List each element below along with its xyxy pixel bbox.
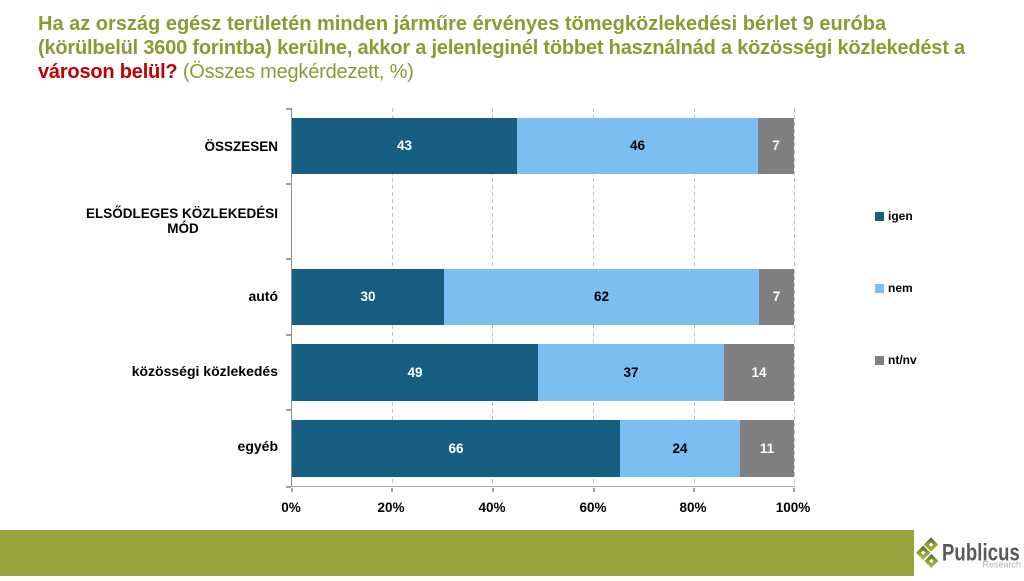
svg-text:Publicus: Publicus <box>942 539 1020 566</box>
svg-text:Research: Research <box>982 560 1021 570</box>
